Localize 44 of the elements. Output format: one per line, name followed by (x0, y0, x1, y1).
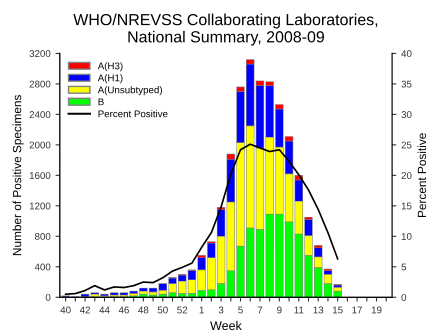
x-tick-label: 1 (200, 306, 204, 314)
x-tick-label: 13 (314, 306, 324, 314)
x-tick-label: 19 (372, 306, 382, 314)
y-axis-title: Number of Positive Specimens (12, 95, 24, 256)
x-tick-label: 15 (332, 306, 343, 314)
y-tick-label: 0 (46, 294, 50, 301)
y2-tick-label: 30 (401, 111, 412, 118)
y-tick-label: 2400 (30, 111, 50, 118)
x-tick-label: 17 (352, 306, 362, 314)
legend-label: A(Unsubtyped) (98, 86, 162, 96)
x-tick-label: 7 (258, 306, 262, 314)
x-tick-label: 9 (277, 306, 282, 314)
y-tick-label: 2000 (30, 142, 50, 148)
x-tick-label: 5 (238, 306, 243, 314)
x-tick-label: 50 (158, 306, 168, 314)
legend-label: B (98, 98, 104, 106)
x-tick-label: 42 (80, 306, 90, 314)
y-tick-label: 400 (34, 264, 50, 270)
y-tick-label: 800 (34, 233, 50, 240)
x-tick-label: 40 (60, 306, 71, 314)
y2-tick-label: 25 (402, 142, 412, 148)
x-tick-label: 46 (118, 306, 129, 314)
y-tick-label: 2800 (30, 80, 50, 88)
y-tick-label: 1200 (30, 202, 50, 210)
y2-tick-label: 35 (401, 80, 412, 88)
y2-tick-label: 20 (402, 172, 412, 179)
chart-title: WHO/NREVSS Collaborating Laboratories, National Summary, 2008-09 (73, 14, 378, 46)
y2-axis-title: Percent Positive (417, 133, 426, 218)
x-tick-label: 3 (218, 306, 224, 314)
legend-label: A(H1) (98, 74, 123, 84)
y2-tick-label: 0 (401, 294, 406, 301)
legend-label: A(H3) (98, 62, 123, 72)
y-tick-label: 1600 (30, 172, 50, 179)
x-tick-label: 52 (177, 306, 188, 314)
x-tick-label: 44 (99, 306, 110, 314)
legend-label: Percent Positive (98, 110, 168, 118)
y2-tick-label: 15 (402, 202, 412, 210)
y2-tick-label: 5 (401, 264, 406, 270)
x-tick-label: 11 (294, 306, 304, 314)
y2-tick-label: 10 (402, 233, 412, 240)
y2-tick-label: 40 (401, 50, 412, 58)
y-tick-label: 3200 (30, 50, 50, 58)
x-axis-title: Week (210, 320, 242, 330)
x-tick-label: 48 (138, 306, 148, 314)
